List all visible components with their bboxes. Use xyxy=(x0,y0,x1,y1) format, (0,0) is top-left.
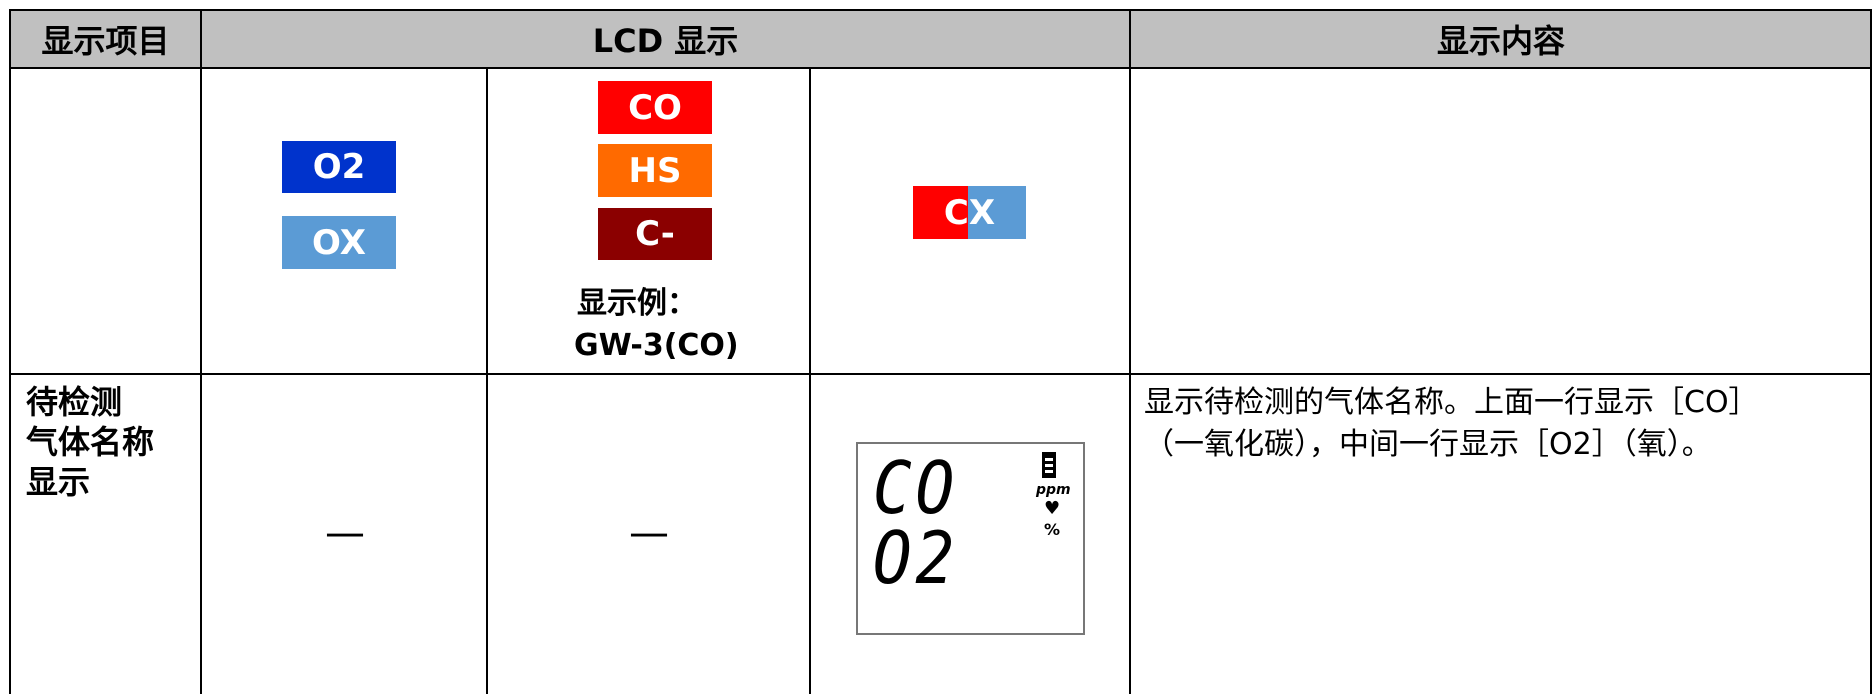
border xyxy=(9,9,11,694)
lcd-line: CO xyxy=(872,446,958,530)
lcd-unit: ppm xyxy=(1036,482,1071,498)
border xyxy=(10,9,1872,11)
border xyxy=(10,373,1872,375)
dash: — xyxy=(629,510,669,556)
badge: OX xyxy=(282,216,396,269)
badge: C- xyxy=(598,208,712,260)
badge: O2 xyxy=(282,141,396,193)
border xyxy=(809,67,811,694)
badge: CX xyxy=(913,186,1026,239)
badge: CO xyxy=(598,81,712,134)
battery-icon xyxy=(1042,452,1056,478)
header-cell: 显示项目 xyxy=(10,10,201,68)
note-line: 显示例： xyxy=(577,286,697,321)
lcd-screen: CO O2 ppm ♥ % xyxy=(856,442,1085,635)
note-line: GW-3(CO) xyxy=(574,328,739,363)
lcd-line: O2 xyxy=(872,516,958,600)
header-cell: 显示内容 xyxy=(1130,10,1872,68)
dash: — xyxy=(325,510,365,556)
border xyxy=(1870,9,1872,694)
border xyxy=(200,9,202,694)
border xyxy=(486,67,488,694)
heart-icon: ♥ xyxy=(1044,498,1061,519)
header-cell: LCD 显示 xyxy=(201,10,1130,68)
item-line: 显示 xyxy=(26,463,91,501)
content-line: 显示待检测的气体名称。上面一行显示［CO］ xyxy=(1144,385,1759,420)
border xyxy=(10,67,1872,69)
content-line: （一氧化碳），中间一行显示［O2］（氧）。 xyxy=(1144,427,1712,462)
item-line: 待检测 xyxy=(26,383,123,421)
item-line: 气体名称 xyxy=(26,423,155,461)
lcd-unit: % xyxy=(1044,520,1061,539)
badge: HS xyxy=(598,144,712,197)
border xyxy=(1129,9,1131,694)
